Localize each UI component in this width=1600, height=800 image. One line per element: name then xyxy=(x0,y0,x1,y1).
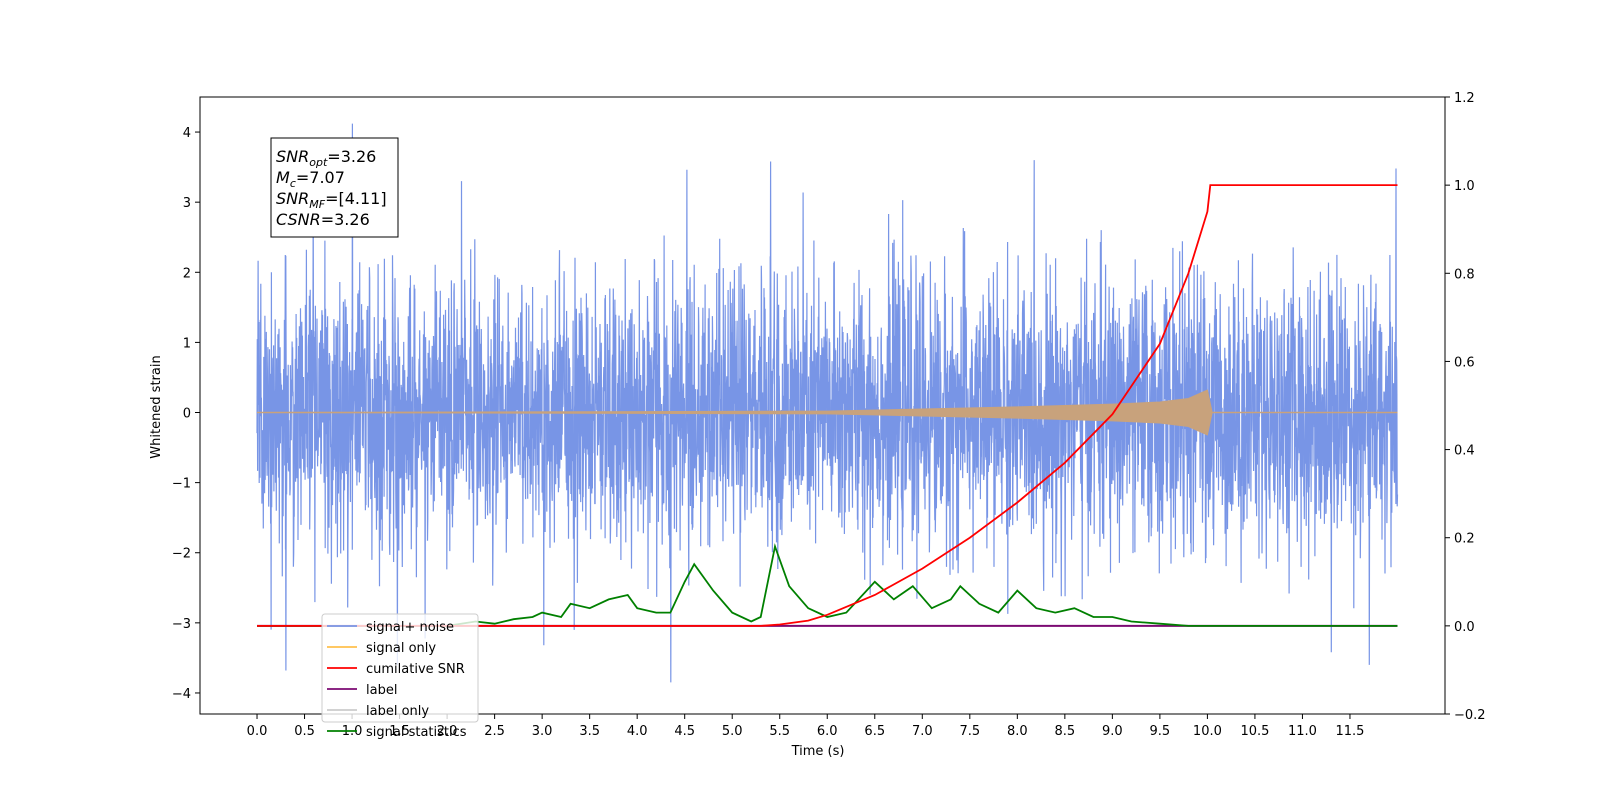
x-tick-label: 5.5 xyxy=(769,724,790,739)
y2-tick-label: −0.2 xyxy=(1454,708,1486,723)
y2-tick-label: 0.8 xyxy=(1454,267,1475,282)
plot-frame xyxy=(199,96,1446,715)
y2-tick-label: 1.2 xyxy=(1454,91,1475,106)
x-tick-label: 7.5 xyxy=(959,724,980,739)
x-tick-label: 10.0 xyxy=(1193,724,1222,739)
annotation-frame xyxy=(270,137,399,238)
legend-label: cumilative SNR xyxy=(366,662,465,677)
y-axis-label: Whitened strain xyxy=(149,355,164,458)
x-tick-label: 9.5 xyxy=(1150,724,1171,739)
x-tick-label: 11.5 xyxy=(1335,724,1364,739)
y-tick-label: 2 xyxy=(183,266,191,281)
y2-tick-label: 1.0 xyxy=(1454,179,1475,194)
series-signal-plus-noise xyxy=(256,123,1399,683)
x-tick-label: 8.0 xyxy=(1007,724,1028,739)
annotation-line: SNRopt=3.26 xyxy=(276,147,376,169)
x-tick-label: 10.5 xyxy=(1240,724,1269,739)
x-tick-label: 2.0 xyxy=(437,724,458,739)
x-tick-label: 11.0 xyxy=(1288,724,1317,739)
x-tick-label: 3.5 xyxy=(579,724,600,739)
series-signal-statistics xyxy=(257,543,1398,627)
y2-tick-label: 0.6 xyxy=(1454,355,1475,370)
y-tick-label: −1 xyxy=(172,477,191,492)
x-axis-label: Time (s) xyxy=(791,744,845,759)
y-tick-label: 4 xyxy=(183,126,191,141)
legend-label: signal only xyxy=(366,641,436,656)
legend-frame xyxy=(321,613,479,723)
annotation-line: SNRMF=[4.11] xyxy=(276,189,387,211)
y2-tick-label: 0.0 xyxy=(1454,620,1475,635)
x-tick-label: 5.0 xyxy=(722,724,743,739)
legend-label: label only xyxy=(366,704,429,719)
series-cumilative-snr xyxy=(257,184,1398,627)
legend-label: signal+ noise xyxy=(366,620,454,635)
x-tick-label: 0.0 xyxy=(247,724,268,739)
x-tick-label: 4.0 xyxy=(627,724,648,739)
legend-label: signal statistics xyxy=(366,725,467,740)
y2-tick-label: 0.2 xyxy=(1454,532,1475,547)
y2-tick-label: 0.4 xyxy=(1454,444,1475,459)
y-tick-label: 0 xyxy=(183,407,191,422)
x-tick-label: 6.0 xyxy=(817,724,838,739)
x-tick-label: 4.5 xyxy=(674,724,695,739)
y-tick-label: 1 xyxy=(183,336,191,351)
annotation-line: CSNR=3.26 xyxy=(276,210,370,229)
x-tick-label: 7.0 xyxy=(912,724,933,739)
legend: signal+ noise signal only cumilative SNR la… xyxy=(321,613,479,740)
x-tick-label: 1.5 xyxy=(389,724,410,739)
y-tick-label: 3 xyxy=(183,196,191,211)
y-tick-label: −3 xyxy=(172,617,191,632)
x-tick-label: 2.5 xyxy=(484,724,505,739)
plot-area xyxy=(256,123,1399,683)
x-tick-label: 9.0 xyxy=(1102,724,1123,739)
y-tick-label: −4 xyxy=(172,687,191,702)
axes: 0.0 0.5 1.0 1.5 2.0 2.5 3.0 3.5 4.0 4.5 5.0 5.5 6.0 6… xyxy=(172,91,1486,739)
legend-label: label xyxy=(366,683,397,698)
x-tick-label: 8.5 xyxy=(1055,724,1076,739)
x-tick-label: 0.5 xyxy=(294,724,315,739)
annotation-line: Mc=7.07 xyxy=(276,168,345,190)
x-tick-label: 3.0 xyxy=(532,724,553,739)
x-tick-label: 6.5 xyxy=(864,724,885,739)
y-tick-label: −2 xyxy=(172,547,191,562)
